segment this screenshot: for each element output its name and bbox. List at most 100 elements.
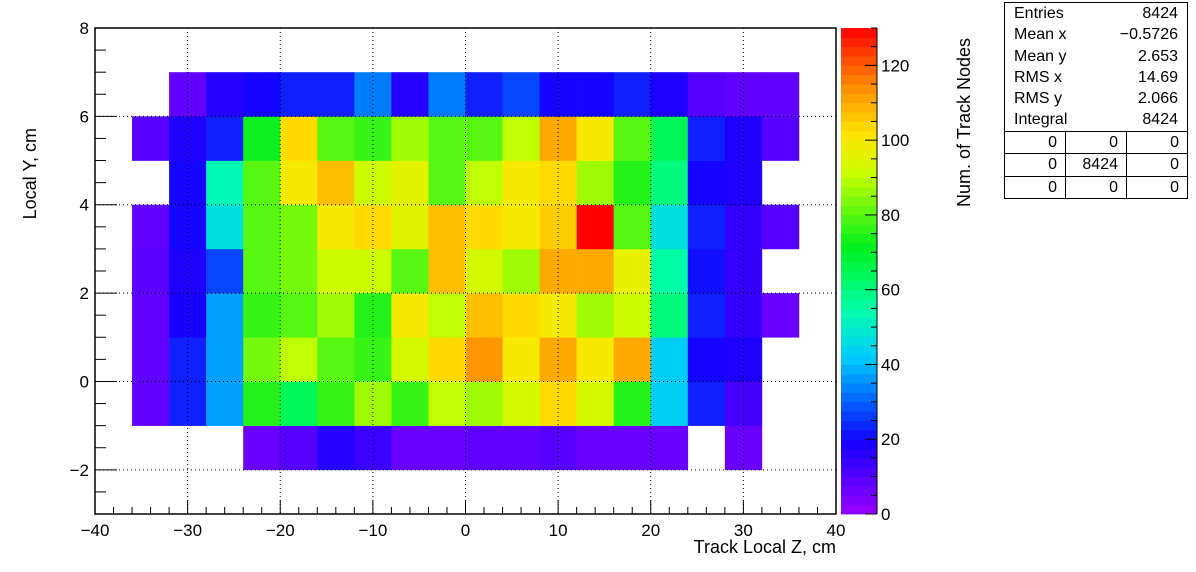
x-axis-label: Track Local Z, cm — [694, 537, 836, 557]
heatmap-cell — [502, 293, 540, 338]
heatmap-cell — [206, 381, 244, 426]
heatmap-cell — [280, 72, 318, 117]
heatmap-cell — [576, 116, 614, 161]
color-scale-band — [841, 336, 877, 347]
heatmap-cell — [243, 160, 281, 206]
heatmap-cell — [724, 204, 763, 250]
heatmap-cell — [391, 72, 429, 117]
overflow-cell: 0 — [1048, 156, 1057, 174]
heatmap-cell — [539, 425, 577, 471]
heatmap-cell — [428, 337, 466, 382]
heatmap-cell — [650, 248, 689, 294]
heatmap-cell — [724, 425, 763, 471]
heatmap-cell — [761, 204, 800, 250]
color-scale-band — [841, 74, 877, 85]
heatmap-cell — [317, 116, 355, 161]
color-scale-band — [841, 37, 877, 48]
overflow-cell: 0 — [1065, 131, 1126, 154]
stats-value: 2.066 — [1137, 90, 1178, 108]
overflow-cell: 0 — [1126, 154, 1187, 176]
heatmap-cell — [280, 248, 318, 294]
stats-label: RMS y — [1014, 90, 1062, 108]
color-scale-band — [841, 186, 877, 197]
stats-row: Entries 8424 — [1005, 3, 1187, 24]
color-scale-tick-label: 40 — [881, 355, 900, 374]
heatmap-cell — [687, 116, 726, 161]
heatmap-cell — [687, 337, 726, 382]
heatmap-cell — [280, 204, 318, 250]
heatmap-cell — [317, 160, 355, 206]
color-scale-tick-label: 0 — [881, 505, 890, 524]
color-scale-band — [841, 299, 877, 309]
heatmap-cell — [280, 116, 318, 161]
color-scale-band — [841, 364, 877, 375]
y-tick-label: 6 — [80, 107, 89, 126]
heatmap-cell — [539, 248, 577, 294]
heatmap-cell — [169, 248, 207, 294]
color-scale-band — [841, 457, 877, 468]
heatmap-cell — [502, 381, 540, 426]
heatmap-cell — [243, 337, 281, 382]
heatmap-cells — [132, 72, 800, 471]
heatmap-cell — [502, 204, 540, 250]
heatmap-cell — [465, 293, 503, 338]
heatmap-cell — [243, 425, 281, 471]
heatmap-cell — [465, 72, 503, 117]
stats-row: Integral 8424 — [1005, 109, 1187, 130]
color-scale-band — [841, 168, 877, 178]
heatmap-cell — [317, 248, 355, 294]
heatmap-cell — [354, 72, 392, 117]
x-tick-label: 30 — [734, 521, 753, 540]
heatmap-cell — [724, 248, 763, 294]
heatmap-cell — [576, 72, 614, 117]
heatmap-cell — [354, 204, 392, 250]
color-scale-band — [841, 476, 877, 487]
y-tick-label: 4 — [80, 196, 89, 215]
heatmap-cell — [391, 293, 429, 338]
heatmap-cell — [169, 160, 207, 206]
heatmap-cell — [724, 116, 763, 161]
color-scale-band — [841, 504, 877, 515]
heatmap-cell — [317, 381, 355, 426]
heatmap-cell — [687, 72, 726, 117]
heatmap-cell — [391, 160, 429, 206]
heatmap-cell — [391, 248, 429, 294]
heatmap-cell — [169, 337, 207, 382]
color-scale-band — [841, 28, 877, 38]
heatmap-cell — [761, 293, 800, 338]
x-tick-label: 40 — [827, 521, 846, 540]
x-tick-label: 20 — [641, 521, 660, 540]
color-scale-tick-label: 80 — [881, 206, 900, 225]
heatmap-cell — [724, 337, 763, 382]
color-scale-band — [841, 467, 877, 478]
color-scale-band — [841, 495, 877, 506]
x-tick-label: −30 — [173, 521, 202, 540]
color-scale-band — [841, 280, 877, 291]
heatmap-cell — [539, 160, 577, 206]
stats-box: Entries 8424 Mean x −0.5726 Mean y 2.653 RM… — [1004, 2, 1188, 200]
color-scale-band — [841, 196, 877, 206]
heatmap-cell — [650, 337, 689, 382]
heatmap-cell — [502, 425, 540, 471]
heatmap-cell — [650, 72, 689, 117]
color-scale-band — [841, 420, 877, 431]
heatmap-cell — [687, 381, 726, 426]
heatmap-cell — [724, 72, 763, 117]
color-scale-band — [841, 383, 877, 393]
color-scale-band — [841, 84, 877, 94]
color-scale-band — [841, 46, 877, 57]
stats-label: Mean x — [1014, 26, 1067, 44]
y-tick-label: −2 — [70, 461, 89, 480]
color-scale-band — [841, 317, 877, 328]
heatmap-cell — [613, 116, 652, 161]
heatmap-cell — [576, 248, 614, 294]
heatmap-cell — [354, 160, 392, 206]
heatmap-cell — [132, 204, 170, 250]
heatmap-cell — [132, 381, 170, 426]
heatmap-cell — [576, 160, 614, 206]
overflow-cell: 0 — [1126, 131, 1187, 154]
overflow-cell: 0 — [1048, 133, 1057, 151]
heatmap-cell — [613, 425, 652, 471]
heatmap-cell — [354, 337, 392, 382]
heatmap-cell — [206, 160, 244, 206]
